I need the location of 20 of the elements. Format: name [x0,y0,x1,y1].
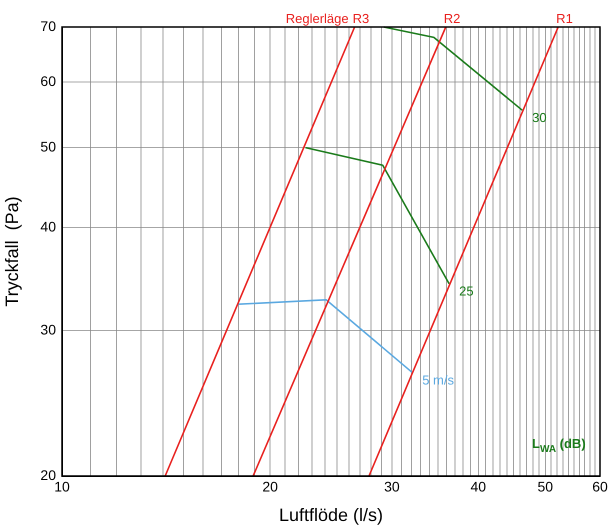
series-label: 25 [459,284,474,299]
y-tick-label: 20 [40,466,56,483]
y-tick-label: 30 [40,322,56,338]
text: Reglerläge [286,11,349,26]
x-axis-title: Luftflöde (l/s) [278,505,384,526]
x-tick-label: 10 [54,478,70,494]
x-tick-label: 60 [592,478,608,494]
y-tick-label: 60 [40,73,56,90]
x-tick-label: 40 [470,478,486,494]
y-tick-label: 50 [40,138,56,154]
y-tick-label: 70 [40,18,56,34]
x-tick-label: 20 [262,478,278,494]
series-label: R3 [352,11,370,26]
x-tick-label: 50 [537,478,554,494]
series-label: 30 [532,110,547,126]
series-label: R2 [444,11,460,26]
y-tick-label: 40 [40,218,56,234]
x-tick-label: 30 [384,478,400,494]
y-axis-title: Tryckfall (Pa) [2,196,22,307]
series-label: R1 [556,11,573,26]
